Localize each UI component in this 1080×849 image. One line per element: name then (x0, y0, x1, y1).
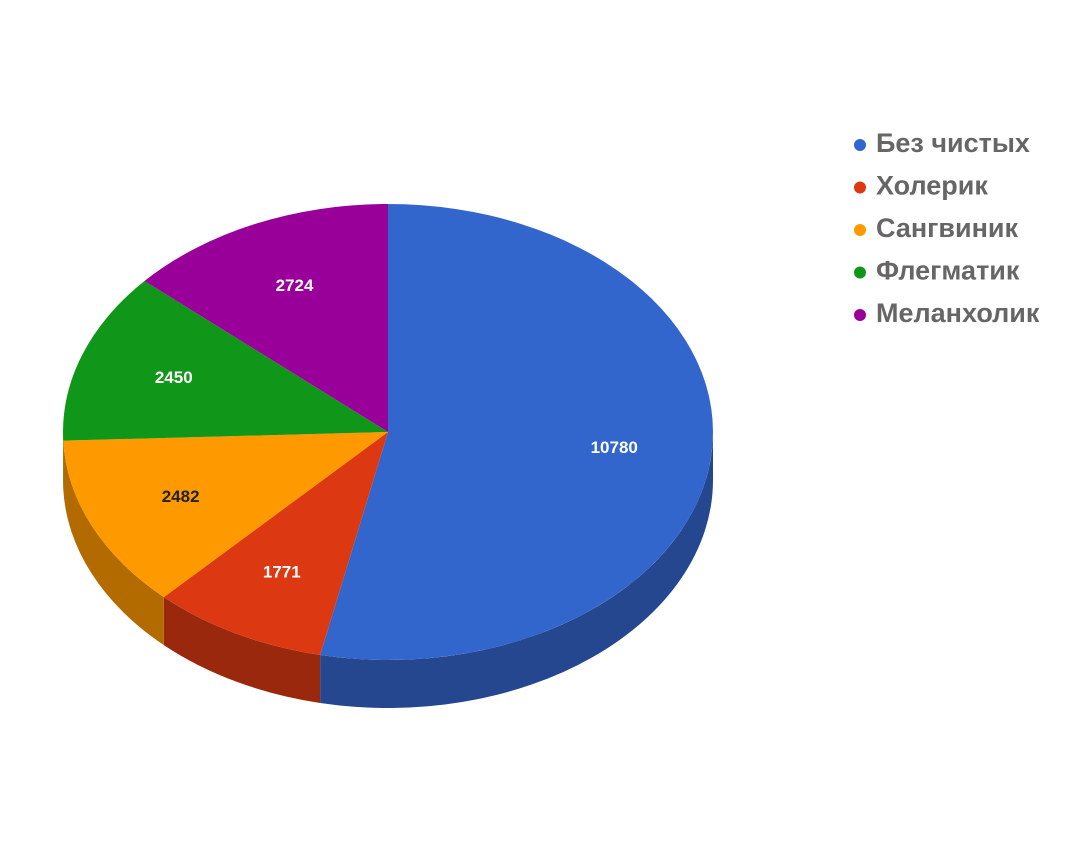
slice-label: 2482 (162, 487, 200, 506)
slice-side (163, 597, 321, 703)
legend-label: Меланхолик (876, 298, 1040, 328)
slice-label: 10780 (591, 438, 638, 457)
legend-marker (854, 224, 866, 236)
legend-label: Холерик (876, 171, 988, 201)
slice (63, 432, 389, 598)
slice-label: 1771 (263, 563, 301, 582)
slice (62, 281, 388, 441)
slice-side (63, 440, 164, 646)
pie-tops (62, 204, 713, 660)
slice (320, 204, 713, 660)
slice-side (320, 432, 713, 708)
slice (163, 432, 388, 655)
slice-label: 2724 (276, 276, 314, 295)
pie-labels: 10780 1771 2482 2450 2724 (155, 276, 638, 582)
slice-label: 2450 (155, 368, 193, 387)
legend-marker (854, 309, 866, 321)
legend-marker (854, 139, 866, 151)
slice (144, 204, 388, 432)
pie-sides (63, 432, 713, 708)
legend-marker (854, 266, 866, 279)
legend-label: Флегматик (876, 256, 1020, 286)
legend-marker (854, 181, 866, 194)
legend-label: Сангвиник (876, 213, 1019, 243)
legend-label: Без чистых (876, 128, 1030, 158)
